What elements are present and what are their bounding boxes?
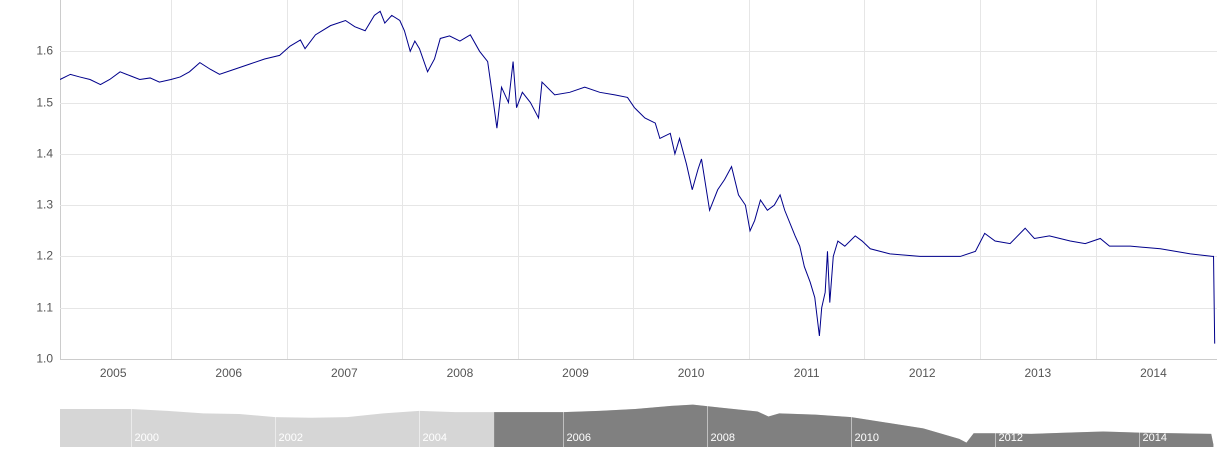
navigator-tick-label: 2002 — [279, 432, 303, 444]
x-tick-label: 2005 — [100, 366, 127, 380]
x-tick-label: 2006 — [215, 366, 242, 380]
x-tick-label: 2010 — [678, 366, 705, 380]
y-tick-label: 1.6 — [36, 44, 53, 58]
x-tick-label: 2011 — [794, 366, 820, 380]
y-tick-label: 1.3 — [36, 198, 53, 212]
y-tick-label: 1.2 — [36, 249, 53, 263]
navigator-tick-label: 2012 — [999, 432, 1023, 444]
y-tick-label: 1.1 — [36, 301, 53, 315]
x-tick-label: 2009 — [562, 366, 589, 380]
x-tick-label: 2014 — [1140, 366, 1167, 380]
navigator-tick-label: 2000 — [135, 432, 159, 444]
navigator-tick-label: 2006 — [567, 432, 591, 444]
x-tick-label: 2007 — [331, 366, 358, 380]
x-tick-label: 2008 — [447, 366, 474, 380]
navigator-tick-label: 2010 — [855, 432, 879, 444]
y-tick-label: 1.5 — [36, 96, 53, 110]
x-tick-label: 2013 — [1024, 366, 1051, 380]
x-tick-label: 2012 — [909, 366, 936, 380]
price-line — [60, 10, 1216, 344]
y-tick-label: 1.4 — [36, 147, 53, 161]
y-tick-label: 1.0 — [36, 352, 53, 366]
navigator-selected-area — [494, 404, 1214, 447]
navigator-tick-label: 2014 — [1143, 432, 1167, 444]
navigator-tick-label: 2004 — [423, 432, 447, 444]
navigator-tick-label: 2008 — [711, 432, 735, 444]
